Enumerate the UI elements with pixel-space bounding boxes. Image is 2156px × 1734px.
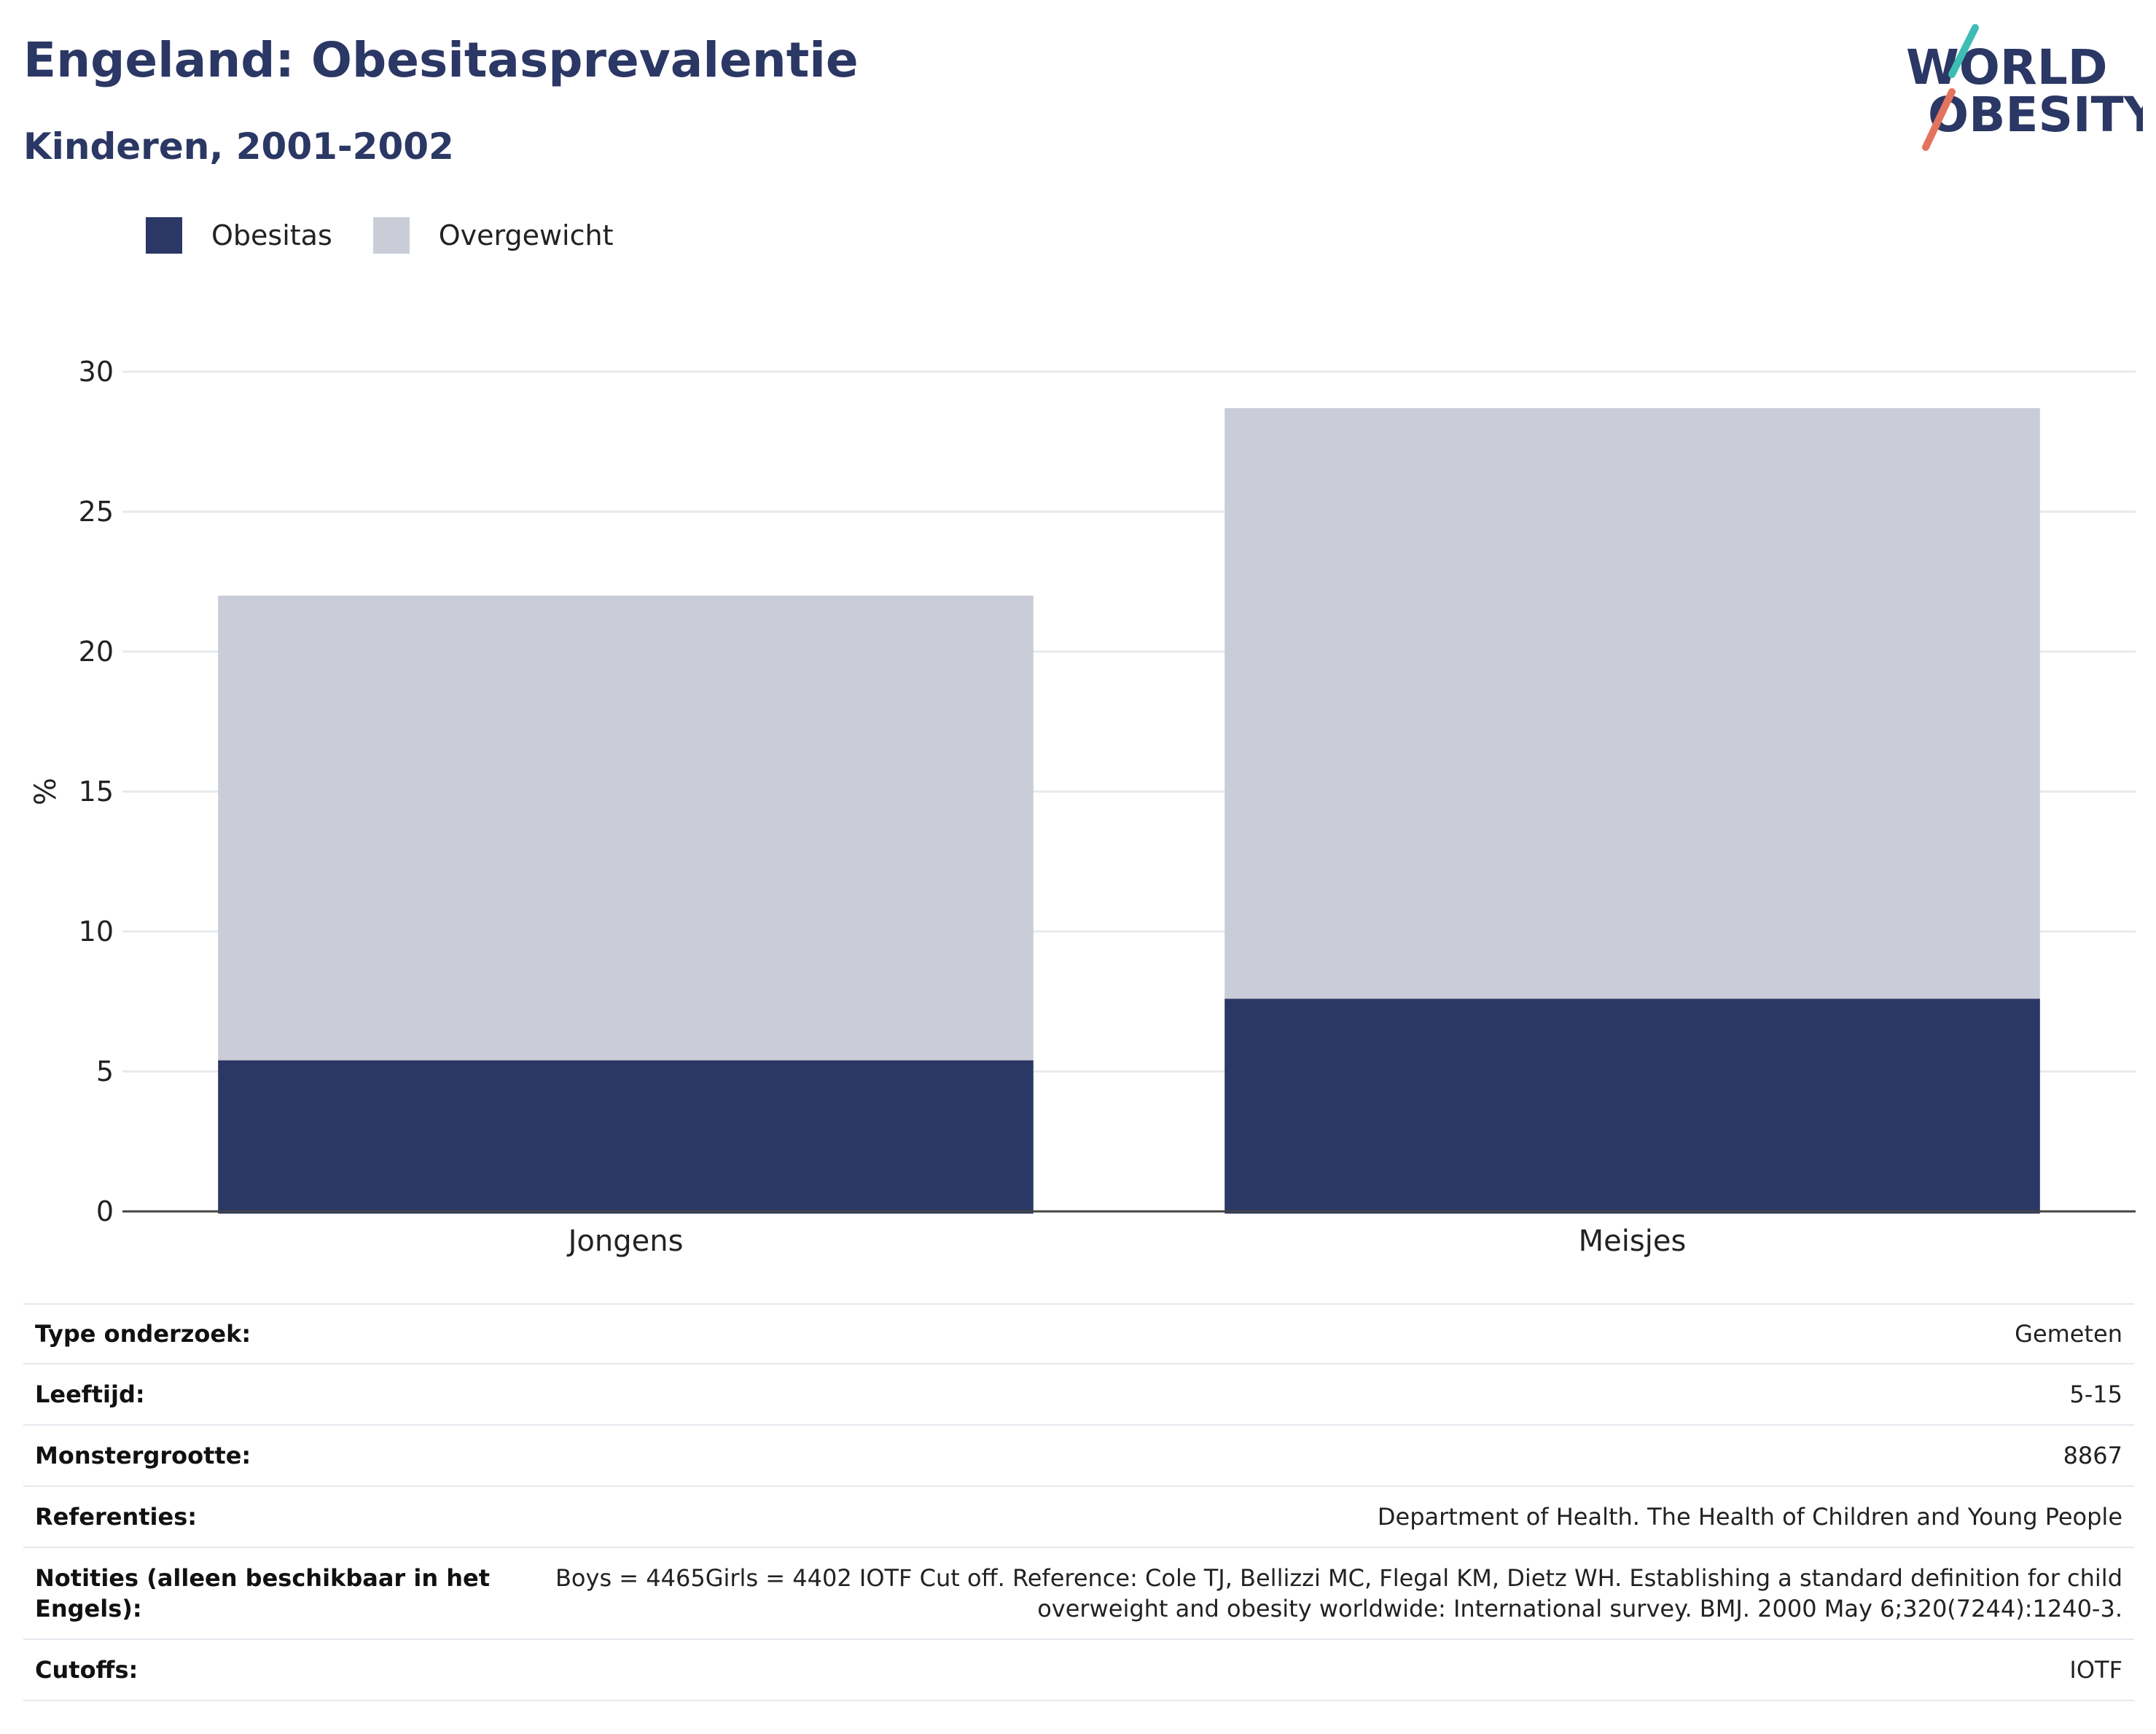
meta-value: IOTF — [2069, 1656, 2122, 1684]
meta-key: Notities (alleen beschikbaar in het Enge… — [35, 1564, 491, 1622]
meta-value: Gemeten — [2015, 1320, 2122, 1348]
y-tick-label: 20 — [79, 636, 114, 668]
meta-row-sample: Monstergrootte: 8867 — [23, 1424, 2134, 1485]
meta-row-type: Type onderzoek: Gemeten — [23, 1303, 2134, 1363]
legend-swatch-overgewicht — [372, 217, 410, 254]
svg-text:WORLD: WORLD — [1906, 39, 2108, 95]
legend-item-overgewicht: Overgewicht — [372, 217, 614, 254]
y-tick-label: 5 — [96, 1055, 114, 1087]
meta-row-cutoffs: Cutoffs: IOTF — [23, 1639, 2134, 1701]
svg-text:OBESITY: OBESITY — [1928, 87, 2143, 143]
legend-item-obesitas: Obesitas — [146, 217, 332, 254]
stacked-bar-chart: 0 5 10 15 20 25 30% Jongens Meisjes — [29, 356, 2136, 1258]
y-tick-label: 25 — [79, 496, 114, 528]
meta-value: Boys = 4465Girls = 4402 IOTF Cut off. Re… — [555, 1564, 2122, 1622]
legend-label-obesitas: Obesitas — [211, 219, 332, 251]
x-tick-label: Jongens — [566, 1225, 684, 1258]
y-tick-label: 10 — [79, 915, 114, 948]
meta-key: Leeftijd: — [35, 1380, 145, 1408]
meta-value: 8867 — [2063, 1442, 2122, 1469]
metadata-table: Type onderzoek: Gemeten Leeftijd: 5-15 M… — [23, 1303, 2134, 1701]
meta-row-references: Referenties: Department of Health. The H… — [23, 1485, 2134, 1547]
x-tick-label: Meisjes — [1579, 1225, 1687, 1258]
y-tick-label: 0 — [96, 1195, 114, 1227]
meta-row-notes: Notities (alleen beschikbaar in het Enge… — [23, 1547, 2134, 1639]
y-axis-label: % — [29, 778, 63, 805]
meta-value: Department of Health. The Health of Chil… — [1377, 1503, 2122, 1531]
y-tick-label: 15 — [79, 776, 114, 808]
bar-overgewicht-meisjes — [1225, 407, 2040, 999]
meta-key: Type onderzoek: — [35, 1320, 251, 1348]
y-tick-label: 30 — [79, 356, 114, 388]
bar-obesitas-jongens — [218, 1060, 1034, 1214]
chart-legend: Obesitas Overgewicht — [146, 217, 655, 254]
chart-title: Engeland: Obesitasprevalentie — [23, 32, 859, 88]
meta-key: Monstergrootte: — [35, 1442, 251, 1469]
chart-subtitle: Kinderen, 2001-2002 — [23, 125, 454, 168]
meta-value: 5-15 — [2069, 1380, 2122, 1408]
meta-key: Referenties: — [35, 1503, 198, 1531]
bar-obesitas-meisjes — [1225, 999, 2040, 1214]
world-obesity-logo: WORLD OBESITY — [1906, 24, 2143, 151]
meta-row-age: Leeftijd: 5-15 — [23, 1363, 2134, 1424]
bar-overgewicht-jongens — [218, 595, 1034, 1061]
meta-key: Cutoffs: — [35, 1656, 138, 1684]
legend-label-overgewicht: Overgewicht — [438, 219, 614, 251]
legend-swatch-obesitas — [146, 217, 182, 254]
